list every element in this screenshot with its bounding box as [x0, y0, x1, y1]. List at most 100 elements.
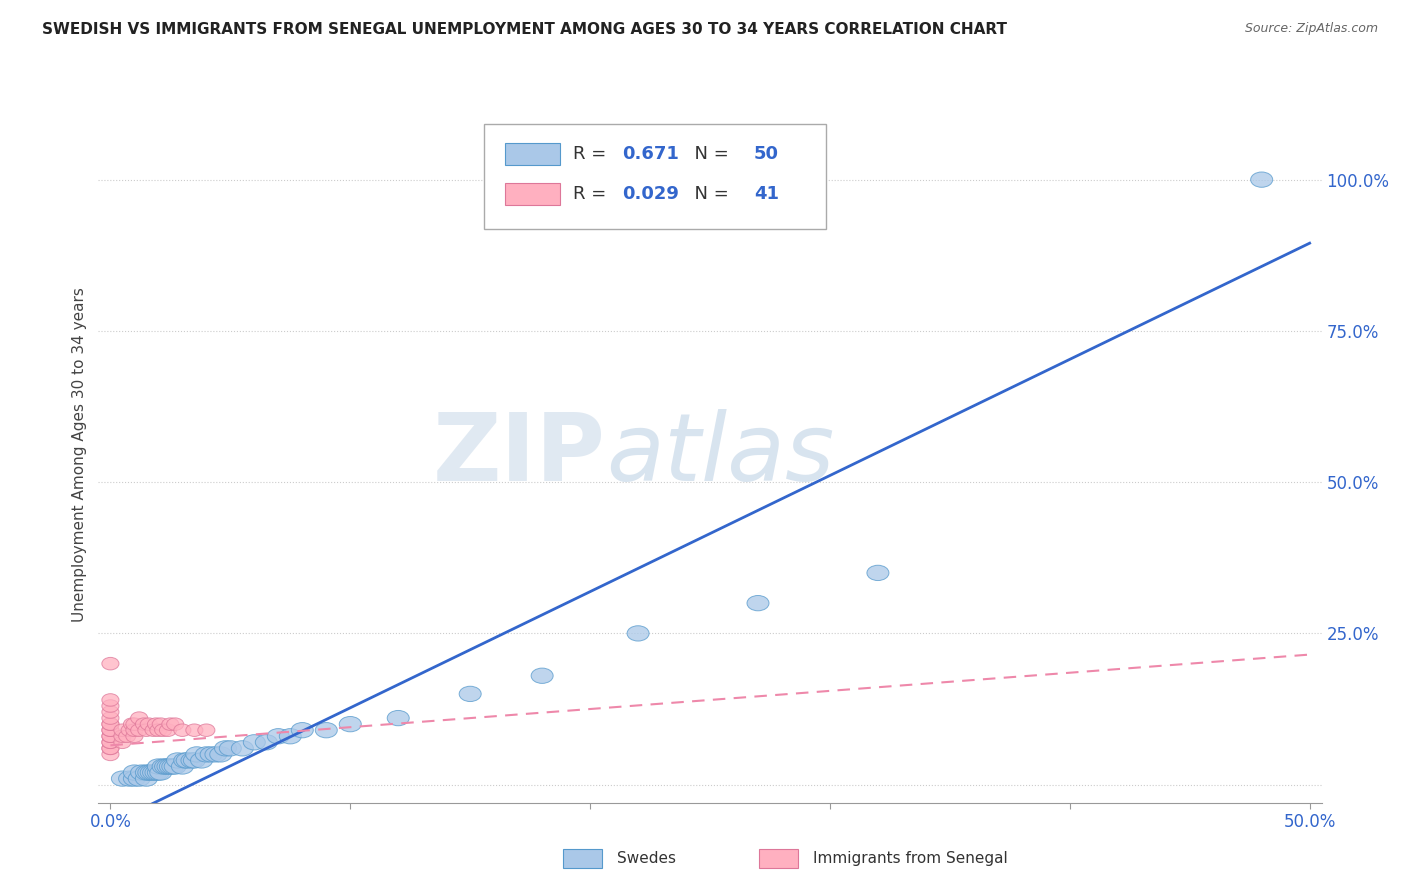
- Ellipse shape: [166, 718, 184, 731]
- Ellipse shape: [124, 765, 145, 780]
- Ellipse shape: [215, 740, 236, 756]
- Text: SWEDISH VS IMMIGRANTS FROM SENEGAL UNEMPLOYMENT AMONG AGES 30 TO 34 YEARS CORREL: SWEDISH VS IMMIGRANTS FROM SENEGAL UNEMP…: [42, 22, 1007, 37]
- Ellipse shape: [243, 735, 266, 750]
- Bar: [505, 183, 560, 205]
- Ellipse shape: [125, 724, 143, 737]
- Ellipse shape: [101, 694, 120, 706]
- Ellipse shape: [118, 730, 136, 742]
- Ellipse shape: [186, 724, 202, 737]
- Ellipse shape: [121, 724, 138, 737]
- Bar: [505, 144, 560, 166]
- Y-axis label: Unemployment Among Ages 30 to 34 years: Unemployment Among Ages 30 to 34 years: [72, 287, 87, 623]
- Ellipse shape: [174, 753, 195, 768]
- Ellipse shape: [101, 742, 120, 755]
- Ellipse shape: [131, 724, 148, 737]
- Ellipse shape: [315, 723, 337, 738]
- Ellipse shape: [101, 718, 120, 731]
- Ellipse shape: [124, 718, 141, 731]
- Ellipse shape: [174, 724, 191, 737]
- Ellipse shape: [145, 765, 167, 780]
- Ellipse shape: [162, 759, 184, 774]
- Ellipse shape: [145, 724, 162, 737]
- Ellipse shape: [101, 724, 120, 737]
- Ellipse shape: [256, 735, 277, 750]
- Ellipse shape: [135, 771, 157, 786]
- Ellipse shape: [101, 730, 120, 742]
- Ellipse shape: [101, 657, 120, 670]
- Text: Source: ZipAtlas.com: Source: ZipAtlas.com: [1244, 22, 1378, 36]
- Ellipse shape: [172, 759, 194, 774]
- Ellipse shape: [135, 718, 153, 731]
- Ellipse shape: [101, 706, 120, 718]
- Ellipse shape: [150, 765, 172, 780]
- Text: 0.029: 0.029: [621, 185, 679, 203]
- Ellipse shape: [148, 765, 169, 780]
- Ellipse shape: [267, 729, 290, 744]
- Ellipse shape: [460, 686, 481, 701]
- Ellipse shape: [162, 718, 179, 731]
- Ellipse shape: [128, 771, 150, 786]
- Bar: [564, 848, 602, 868]
- Ellipse shape: [124, 771, 145, 786]
- Ellipse shape: [200, 747, 222, 762]
- Bar: [759, 848, 799, 868]
- Text: ZIP: ZIP: [433, 409, 606, 501]
- Ellipse shape: [205, 747, 226, 762]
- Ellipse shape: [142, 765, 165, 780]
- Text: 41: 41: [754, 185, 779, 203]
- Ellipse shape: [118, 771, 141, 786]
- Ellipse shape: [195, 747, 218, 762]
- Ellipse shape: [155, 724, 172, 737]
- Text: 50: 50: [754, 145, 779, 163]
- Ellipse shape: [531, 668, 553, 683]
- Ellipse shape: [152, 759, 174, 774]
- Ellipse shape: [159, 759, 181, 774]
- Text: R =: R =: [574, 185, 612, 203]
- Ellipse shape: [101, 748, 120, 761]
- Ellipse shape: [101, 699, 120, 712]
- Ellipse shape: [101, 724, 120, 737]
- Ellipse shape: [101, 718, 120, 731]
- Text: Immigrants from Senegal: Immigrants from Senegal: [813, 851, 1008, 866]
- Text: 0.671: 0.671: [621, 145, 679, 163]
- Ellipse shape: [138, 765, 160, 780]
- Ellipse shape: [152, 718, 169, 731]
- Ellipse shape: [387, 710, 409, 726]
- Ellipse shape: [131, 712, 148, 724]
- Ellipse shape: [868, 566, 889, 581]
- Ellipse shape: [125, 718, 143, 731]
- Ellipse shape: [181, 753, 202, 768]
- Ellipse shape: [157, 759, 179, 774]
- Text: N =: N =: [683, 185, 734, 203]
- Ellipse shape: [209, 747, 232, 762]
- Ellipse shape: [111, 771, 134, 786]
- Ellipse shape: [138, 724, 155, 737]
- Text: Swedes: Swedes: [617, 851, 676, 866]
- Ellipse shape: [114, 730, 131, 742]
- Ellipse shape: [148, 759, 169, 774]
- Ellipse shape: [166, 753, 188, 768]
- Text: atlas: atlas: [606, 409, 834, 500]
- Ellipse shape: [131, 765, 153, 780]
- Ellipse shape: [291, 723, 314, 738]
- Ellipse shape: [101, 742, 120, 755]
- Ellipse shape: [101, 712, 120, 724]
- Ellipse shape: [148, 718, 165, 731]
- Ellipse shape: [141, 765, 162, 780]
- Ellipse shape: [150, 724, 167, 737]
- Ellipse shape: [198, 724, 215, 737]
- Ellipse shape: [101, 736, 120, 748]
- FancyBboxPatch shape: [484, 124, 827, 229]
- Ellipse shape: [627, 626, 650, 641]
- Ellipse shape: [280, 729, 301, 744]
- Ellipse shape: [155, 759, 177, 774]
- Ellipse shape: [339, 716, 361, 731]
- Ellipse shape: [114, 724, 131, 737]
- Text: N =: N =: [683, 145, 734, 163]
- Ellipse shape: [141, 718, 157, 731]
- Ellipse shape: [232, 740, 253, 756]
- Ellipse shape: [183, 753, 205, 768]
- Ellipse shape: [114, 736, 131, 748]
- Text: R =: R =: [574, 145, 612, 163]
- Ellipse shape: [101, 730, 120, 742]
